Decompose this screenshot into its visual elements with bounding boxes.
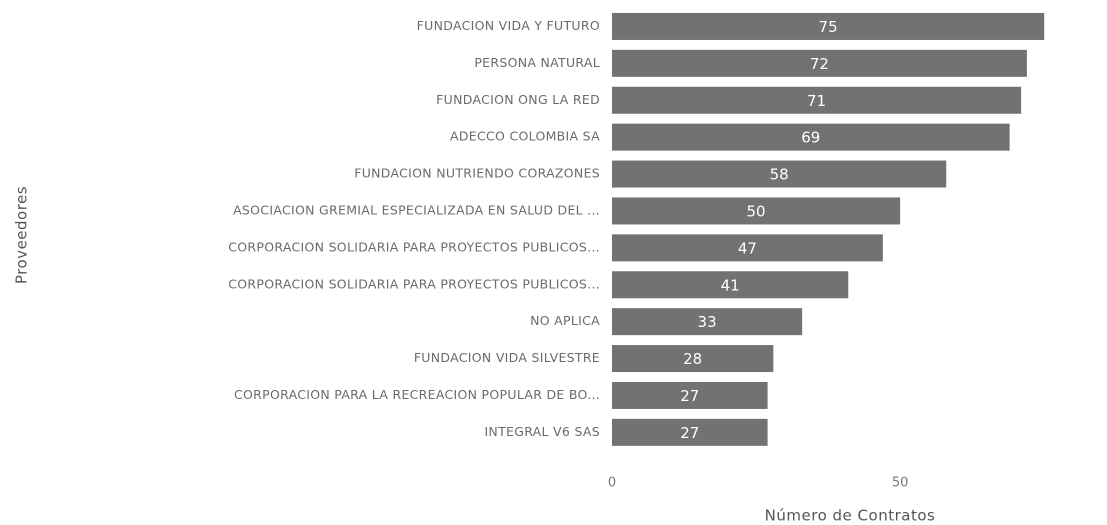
- y-axis-title: Proveedores: [13, 186, 31, 284]
- category-label: CORPORACION SOLIDARIA PARA PROYECTOS PUB…: [228, 276, 600, 291]
- value-label: 41: [721, 276, 740, 294]
- category-label: FUNDACION VIDA Y FUTURO: [417, 18, 600, 33]
- value-label: 72: [810, 55, 829, 73]
- bar: [612, 234, 883, 262]
- value-label: 71: [807, 92, 826, 110]
- value-label: 69: [801, 129, 820, 147]
- value-label: 58: [770, 166, 789, 184]
- bar: [612, 49, 1027, 77]
- bar: [612, 381, 768, 409]
- value-label: 47: [738, 239, 757, 257]
- value-label: 75: [819, 18, 838, 36]
- x-tick-label: 50: [892, 476, 909, 491]
- bar: [612, 123, 1010, 151]
- value-label: 27: [680, 424, 699, 442]
- value-label: 50: [747, 202, 766, 220]
- bar: [612, 86, 1022, 114]
- bar: [612, 271, 849, 299]
- category-label: FUNDACION VIDA SILVESTRE: [414, 350, 600, 365]
- bar: [612, 345, 774, 373]
- bar: [612, 308, 803, 336]
- x-axis-title: Número de Contratos: [765, 507, 936, 525]
- value-label: 27: [680, 387, 699, 405]
- category-label: INTEGRAL V6 SAS: [484, 424, 600, 439]
- category-label: CORPORACION SOLIDARIA PARA PROYECTOS PUB…: [228, 239, 600, 254]
- category-label: PERSONA NATURAL: [474, 55, 600, 70]
- category-label: CORPORACION PARA LA RECREACION POPULAR D…: [234, 387, 600, 402]
- bar: [612, 12, 1045, 40]
- bar: [612, 197, 901, 225]
- bar: [612, 418, 768, 446]
- bar: [612, 160, 947, 188]
- value-label: 33: [698, 313, 717, 331]
- category-label: ASOCIACION GREMIAL ESPECIALIZADA EN SALU…: [233, 202, 600, 217]
- value-label: 28: [683, 350, 702, 368]
- category-label: FUNDACION NUTRIENDO CORAZONES: [354, 166, 600, 181]
- category-label: ADECCO COLOMBIA SA: [450, 129, 600, 144]
- x-tick-label: 0: [608, 476, 616, 491]
- category-label: NO APLICA: [530, 313, 600, 328]
- category-label: FUNDACION ONG LA RED: [436, 92, 600, 107]
